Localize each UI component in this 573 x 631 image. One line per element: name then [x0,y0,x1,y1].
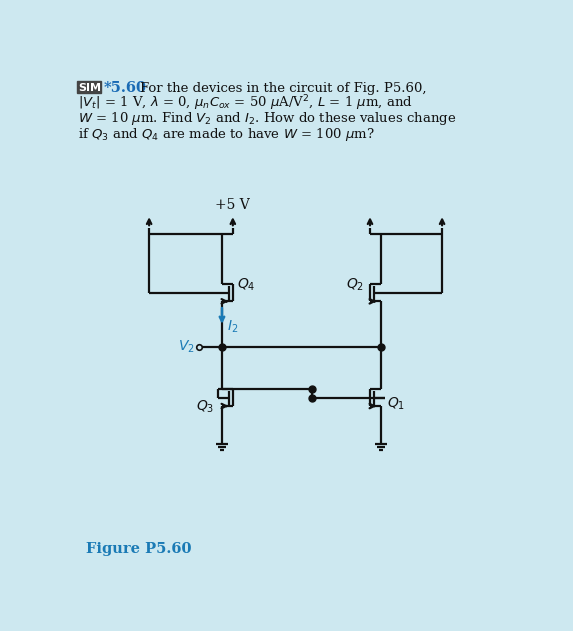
Text: $W$ = 10 $\mu$m. Find $V_2$ and $I_2$. How do these values change: $W$ = 10 $\mu$m. Find $V_2$ and $I_2$. H… [78,110,456,127]
Text: $Q_3$: $Q_3$ [196,399,214,415]
Text: $Q_2$: $Q_2$ [346,277,364,293]
Text: $Q_1$: $Q_1$ [387,396,405,412]
Text: Figure P5.60: Figure P5.60 [85,542,191,557]
Text: +5 V: +5 V [215,198,250,212]
FancyBboxPatch shape [77,81,101,93]
Text: *5.60: *5.60 [104,81,147,95]
Text: $V_2$: $V_2$ [178,339,195,355]
Text: $|V_t|$ = 1 V, $\lambda$ = 0, $\mu_nC_{ox}$ = 50 $\mu$A/V$^2$, $L$ = 1 $\mu$m, a: $|V_t|$ = 1 V, $\lambda$ = 0, $\mu_nC_{o… [78,93,413,113]
Text: For the devices in the circuit of Fig. P5.60,: For the devices in the circuit of Fig. P… [140,81,426,95]
Text: $I_2$: $I_2$ [227,319,239,335]
Text: SIM: SIM [78,83,101,93]
Text: $Q_4$: $Q_4$ [237,277,255,293]
Text: if $Q_3$ and $Q_4$ are made to have $W$ = 100 $\mu$m?: if $Q_3$ and $Q_4$ are made to have $W$ … [78,126,375,143]
